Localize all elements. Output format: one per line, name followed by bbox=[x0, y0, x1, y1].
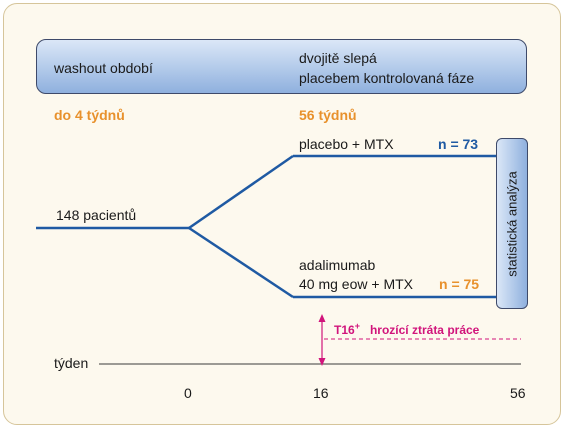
t16-superscript: + bbox=[354, 321, 360, 331]
branch-line-placebo bbox=[188, 154, 294, 230]
timeline-tick-56: 56 bbox=[510, 385, 526, 401]
phase-bar bbox=[36, 39, 527, 94]
washout-duration: do 4 týdnů bbox=[54, 107, 125, 123]
statistical-analysis-label: statistická analýza bbox=[504, 171, 520, 277]
t16-arrow-down bbox=[318, 358, 326, 366]
timeline-axis-label: týden bbox=[54, 355, 89, 371]
arm-placebo-n: n = 73 bbox=[438, 136, 479, 152]
arm-adalimumab-n: n = 75 bbox=[439, 276, 480, 292]
arm-adalimumab-label-line2: 40 mg eow + MTX bbox=[299, 276, 413, 292]
arm-adalimumab-label-line1: adalimumab bbox=[299, 257, 376, 273]
t16-marker-label: T16+ hrozící ztráta práce bbox=[334, 318, 479, 339]
t16-arrow-up bbox=[318, 314, 326, 322]
washout-label: washout období bbox=[54, 60, 153, 76]
branch-line-adalimumab bbox=[188, 226, 294, 299]
double-blind-label-line2: placebem kontrolovaná fáze bbox=[299, 70, 475, 86]
timeline-tick-0: 0 bbox=[184, 385, 192, 401]
double-blind-label-line1: dvojitě slepá bbox=[299, 50, 377, 66]
statistical-analysis-box bbox=[496, 138, 528, 309]
arm-placebo-label: placebo + MTX bbox=[299, 136, 394, 152]
t16-description: hrozící ztráta práce bbox=[369, 323, 480, 337]
double-blind-duration: 56 týdnů bbox=[299, 107, 357, 123]
patients-label: 148 pacientů bbox=[56, 207, 137, 223]
timeline-tick-16: 16 bbox=[313, 385, 329, 401]
t16-code: T16 bbox=[334, 323, 355, 337]
